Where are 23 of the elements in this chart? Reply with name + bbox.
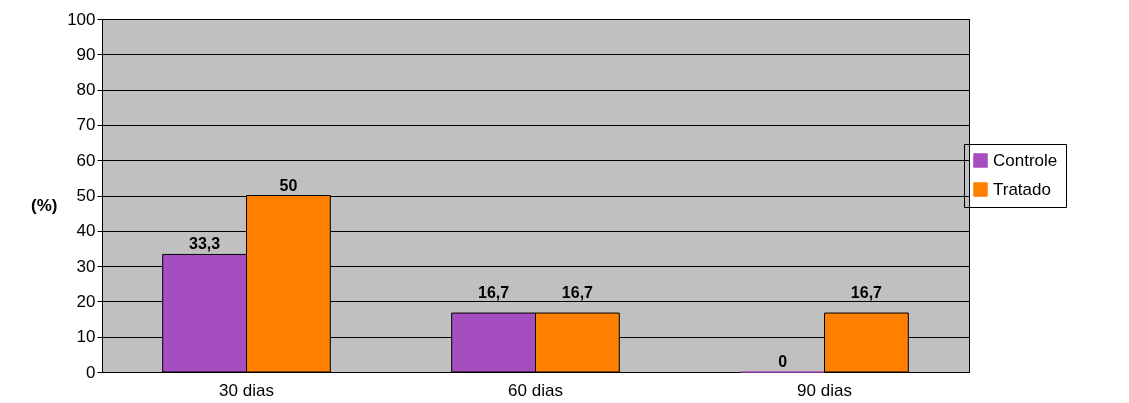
- x-tick-label: 30 dias: [219, 380, 274, 400]
- y-tick-label: 70: [76, 115, 96, 135]
- legend-label: Tratado: [993, 179, 1051, 199]
- y-tick-label: 60: [76, 150, 96, 170]
- data-label: 16,7: [850, 284, 883, 302]
- y-tick-label: 40: [76, 221, 96, 241]
- y-tick-label: 50: [76, 186, 96, 205]
- data-label: 16,7: [561, 284, 594, 302]
- data-label: 16,7: [478, 284, 510, 302]
- y-tick-label: 80: [76, 80, 96, 100]
- y-tick-label: 0: [86, 362, 96, 382]
- y-tick-label: 10: [76, 327, 96, 347]
- y-tick-label: 100: [67, 9, 96, 29]
- legend-label: Controle: [993, 150, 1058, 170]
- y-axis-title: (%): [31, 195, 58, 215]
- data-label: 33,3: [189, 235, 221, 253]
- x-tick-label: 60 dias: [508, 380, 563, 400]
- data-label: 50: [279, 176, 298, 194]
- y-tick-label: 30: [76, 256, 96, 276]
- x-tick-label: 90 dias: [797, 380, 852, 400]
- y-tick-label: 90: [76, 44, 96, 64]
- data-label: 0: [778, 353, 788, 370]
- y-tick-label: 20: [76, 291, 96, 311]
